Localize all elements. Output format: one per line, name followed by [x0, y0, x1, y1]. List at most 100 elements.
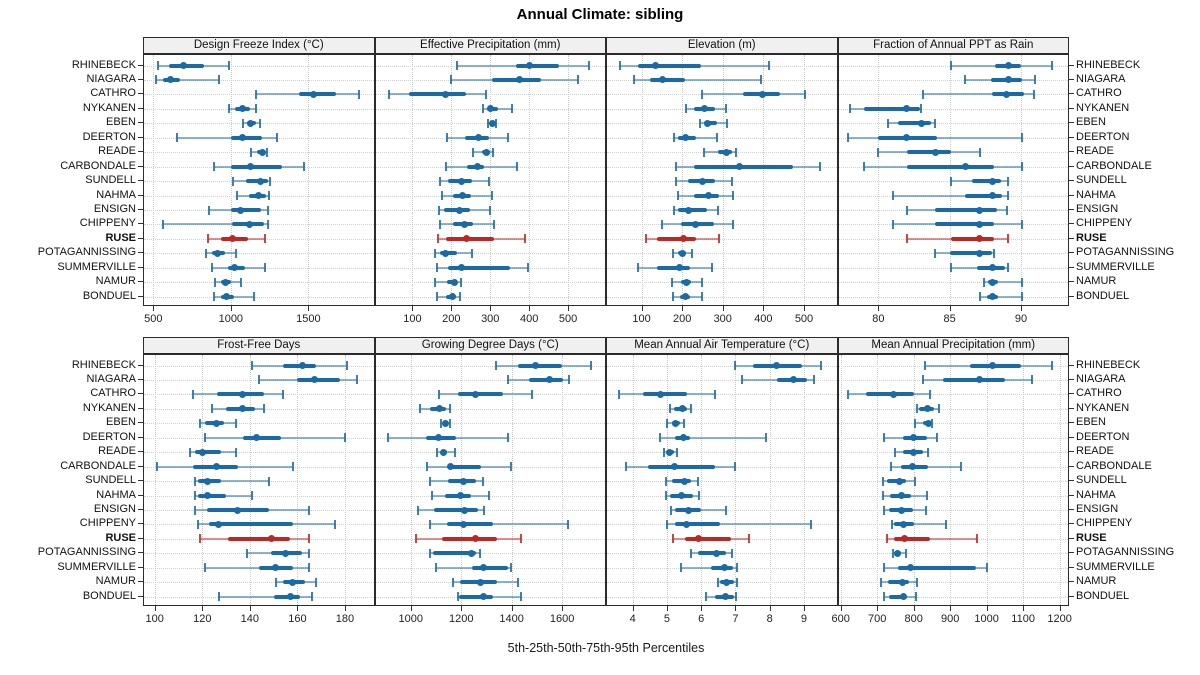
whisker-cap — [589, 361, 592, 370]
station-label-right: ENSIGN — [1076, 203, 1119, 215]
gridline — [144, 495, 374, 497]
station-label-left: READE — [98, 145, 136, 158]
x-tick — [803, 606, 805, 611]
whisker-cap — [276, 133, 279, 143]
median-dot — [691, 220, 699, 228]
x-tick-label: 5 — [663, 613, 670, 625]
whisker-cap — [357, 89, 360, 99]
x-tick-label: 100 — [145, 613, 164, 625]
panel-header: Mean Annual Precipitation (mm) — [837, 337, 1069, 354]
gridline — [803, 355, 805, 605]
x-tick-label: 1000 — [398, 613, 424, 625]
x-tick — [490, 306, 492, 311]
y-tick — [1069, 378, 1074, 380]
gridline — [607, 481, 837, 483]
whisker-cap — [435, 447, 438, 457]
median-dot — [479, 593, 487, 601]
x-tick — [451, 306, 453, 311]
whisker-cap — [863, 162, 866, 172]
station-label-right: NAHMA — [1076, 488, 1116, 501]
median-dot — [681, 293, 689, 301]
median-dot — [680, 235, 688, 243]
station-label-left: EBEN — [106, 416, 136, 429]
gridline — [153, 55, 155, 305]
x-tick — [986, 606, 988, 611]
whisker-cap — [156, 61, 159, 70]
whisker-cap — [346, 361, 349, 370]
gridline — [986, 355, 988, 605]
x-tick-label: 800 — [904, 613, 923, 625]
iqr-bar — [864, 106, 920, 111]
x-tick — [308, 306, 310, 311]
whisker-cap — [228, 104, 231, 114]
median-dot — [682, 278, 690, 286]
median-dot — [652, 62, 660, 69]
y-tick — [138, 122, 143, 124]
iqr-bar — [472, 565, 509, 570]
whisker-cap — [915, 577, 918, 587]
gridline — [607, 253, 837, 255]
x-tick — [568, 306, 570, 311]
whisker-cap — [929, 389, 932, 399]
whisker-cap — [666, 519, 669, 529]
y-tick — [138, 295, 143, 297]
gridline — [144, 582, 374, 584]
gridline — [375, 408, 605, 410]
median-dot — [680, 434, 688, 442]
whisker-cap — [673, 133, 676, 143]
whisker-cap — [847, 133, 850, 143]
median-dot — [1003, 90, 1011, 98]
whisker-cap — [438, 389, 441, 399]
whisker-cap — [510, 563, 513, 573]
iqr-bar — [906, 150, 952, 155]
median-dot — [712, 549, 720, 557]
station-label-right: NIAGARA — [1076, 372, 1126, 385]
gridline — [607, 495, 837, 497]
gridline — [838, 108, 1068, 110]
gridline — [682, 55, 684, 305]
whisker-cap — [676, 191, 679, 201]
whisker-cap — [485, 89, 488, 99]
whisker-cap — [263, 404, 266, 414]
median-dot — [457, 264, 465, 272]
median-dot — [910, 434, 918, 442]
station-label-right: BONDUEL — [1076, 289, 1130, 302]
x-tick — [1059, 606, 1061, 611]
station-label-right: NIAGARA — [1076, 72, 1126, 85]
median-dot — [721, 564, 729, 572]
panel-header: Frost-Free Days — [143, 337, 375, 354]
whisker-cap — [697, 476, 700, 486]
station-label-left: DEERTON — [82, 430, 136, 443]
station-label-right: READE — [1076, 445, 1114, 458]
whisker-cap — [1032, 89, 1035, 99]
gridline — [950, 355, 952, 605]
median-dot — [658, 76, 666, 84]
gridline — [838, 582, 1068, 584]
percentile-whisker — [429, 523, 569, 526]
whisker-cap — [661, 219, 664, 229]
whisker-cap — [914, 418, 917, 428]
y-tick — [1069, 364, 1074, 366]
station-label-right: READE — [1076, 145, 1114, 158]
gridline — [375, 296, 605, 298]
whisker-cap — [479, 548, 482, 558]
gridline — [838, 123, 1068, 125]
y-tick — [1069, 393, 1074, 395]
gridline — [144, 282, 374, 284]
y-tick — [138, 465, 143, 467]
whisker-cap — [269, 176, 272, 186]
whisker-cap — [205, 248, 208, 258]
whisker-cap — [235, 248, 238, 258]
station-label-left: NYKANEN — [82, 401, 136, 414]
gridline — [297, 355, 299, 605]
whisker-cap — [516, 162, 519, 172]
gridline — [375, 94, 605, 96]
gridline — [490, 55, 492, 305]
x-tick — [735, 606, 737, 611]
whisker-cap — [457, 592, 460, 602]
whisker-cap — [520, 592, 523, 602]
median-dot — [685, 206, 693, 214]
x-tick-label: 500 — [794, 313, 814, 325]
whisker-cap — [507, 433, 510, 443]
x-tick-label: 1200 — [1047, 613, 1072, 625]
